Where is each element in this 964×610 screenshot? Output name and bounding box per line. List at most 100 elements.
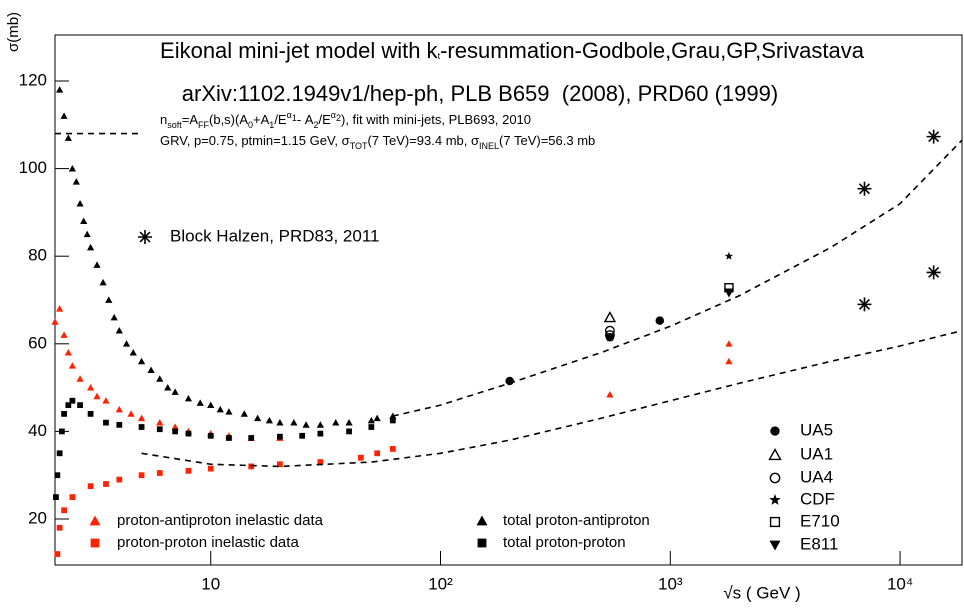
legend-label: UA1	[800, 444, 833, 463]
y-tick-label: 40	[28, 421, 47, 440]
data-point	[226, 435, 232, 441]
data-point	[56, 305, 64, 312]
legend-label: E710	[800, 511, 840, 530]
data-point	[93, 392, 101, 400]
data-point	[138, 424, 145, 430]
data-point	[367, 416, 375, 424]
data-point	[61, 507, 67, 514]
data-point	[171, 423, 179, 430]
data-point	[76, 200, 84, 207]
data-point	[105, 296, 113, 303]
data-point	[51, 318, 59, 325]
legend-label: UA4	[800, 467, 833, 486]
y-tick-label: 100	[19, 158, 47, 177]
data-point	[61, 411, 67, 417]
legend-label: CDF	[800, 489, 835, 508]
legend-marker	[138, 230, 152, 244]
y-axis-label: σ(mb)	[5, 12, 22, 52]
legend-marker	[769, 516, 781, 528]
data-point	[299, 432, 306, 439]
data-point	[83, 230, 91, 238]
legend-label: Block Halzen, PRD83, 2011	[170, 226, 379, 245]
data-point	[54, 472, 61, 479]
data-point	[196, 399, 204, 406]
data-point	[65, 402, 72, 409]
data-point	[317, 430, 324, 437]
data-point	[72, 178, 80, 185]
legend-label: total proton-proton	[503, 534, 626, 551]
data-point	[316, 421, 324, 428]
data-point	[926, 265, 941, 280]
data-point	[368, 424, 375, 430]
legend-marker	[769, 472, 781, 484]
data-point	[60, 331, 68, 338]
model-curve	[392, 139, 963, 417]
data-point	[603, 311, 617, 323]
data-point	[64, 348, 72, 356]
annotation: GRV, p=0.75, ptmin=1.15 GeV, σTOT(7 TeV)…	[160, 133, 595, 151]
data-point	[80, 217, 88, 225]
data-point	[69, 494, 76, 500]
data-point	[265, 416, 273, 424]
data-point	[156, 375, 164, 382]
legend-marker	[477, 538, 487, 548]
data-point	[56, 524, 63, 531]
data-point	[68, 362, 76, 369]
data-point	[725, 357, 733, 365]
legend-label: E811	[800, 534, 838, 553]
data-point	[374, 450, 381, 457]
data-point	[103, 419, 109, 426]
legend-marker	[769, 540, 781, 551]
y-tick-label: 80	[28, 246, 47, 265]
data-point	[276, 419, 284, 426]
data-point	[116, 476, 123, 483]
data-point	[723, 288, 734, 298]
data-point	[277, 433, 283, 440]
legend-marker	[90, 538, 100, 548]
data-point	[185, 430, 192, 437]
data-point	[93, 261, 101, 268]
data-point	[724, 251, 734, 260]
legend-marker	[476, 515, 488, 526]
legend-label: total proton-antiproton	[503, 512, 650, 529]
data-point	[87, 483, 94, 490]
data-point	[86, 243, 95, 251]
data-point	[345, 419, 353, 426]
data-point	[129, 348, 137, 356]
data-point	[346, 428, 352, 435]
data-point	[76, 375, 84, 382]
x-axis-label: √s ( GeV )	[723, 583, 800, 602]
data-point	[248, 463, 255, 470]
x-tick-label: 10⁴	[887, 574, 913, 593]
legend-marker	[769, 493, 781, 505]
annotation: nsoft=AFF(b,s)(A0+A1/Eα1- A2/Eα2), fit w…	[160, 110, 531, 130]
data-point	[164, 384, 172, 391]
data-point	[115, 327, 123, 334]
data-point	[302, 421, 310, 428]
data-point	[389, 417, 396, 424]
data-point	[605, 333, 615, 342]
model-curve	[141, 329, 963, 468]
data-point	[60, 112, 68, 119]
chart-title: Eikonal mini-jet model with kt-resummati…	[160, 38, 865, 63]
legend-label: proton-proton inelastic data	[117, 534, 299, 551]
data-point	[606, 391, 614, 398]
legend-marker	[768, 448, 782, 461]
data-point	[54, 551, 61, 557]
data-point	[138, 472, 145, 479]
data-point	[64, 134, 72, 141]
data-point	[655, 316, 665, 325]
data-point	[77, 402, 83, 409]
chart-subtitle: arXiv:1102.1949v1/hep-ph, PLB B659 (2008…	[182, 81, 778, 106]
data-point	[137, 357, 146, 365]
data-point	[225, 408, 233, 415]
data-point	[357, 454, 364, 461]
data-point	[332, 419, 340, 426]
data-point	[103, 481, 109, 487]
data-point	[290, 419, 298, 426]
y-tick-label: 60	[28, 333, 47, 352]
data-point	[86, 384, 95, 391]
data-point	[185, 467, 192, 474]
